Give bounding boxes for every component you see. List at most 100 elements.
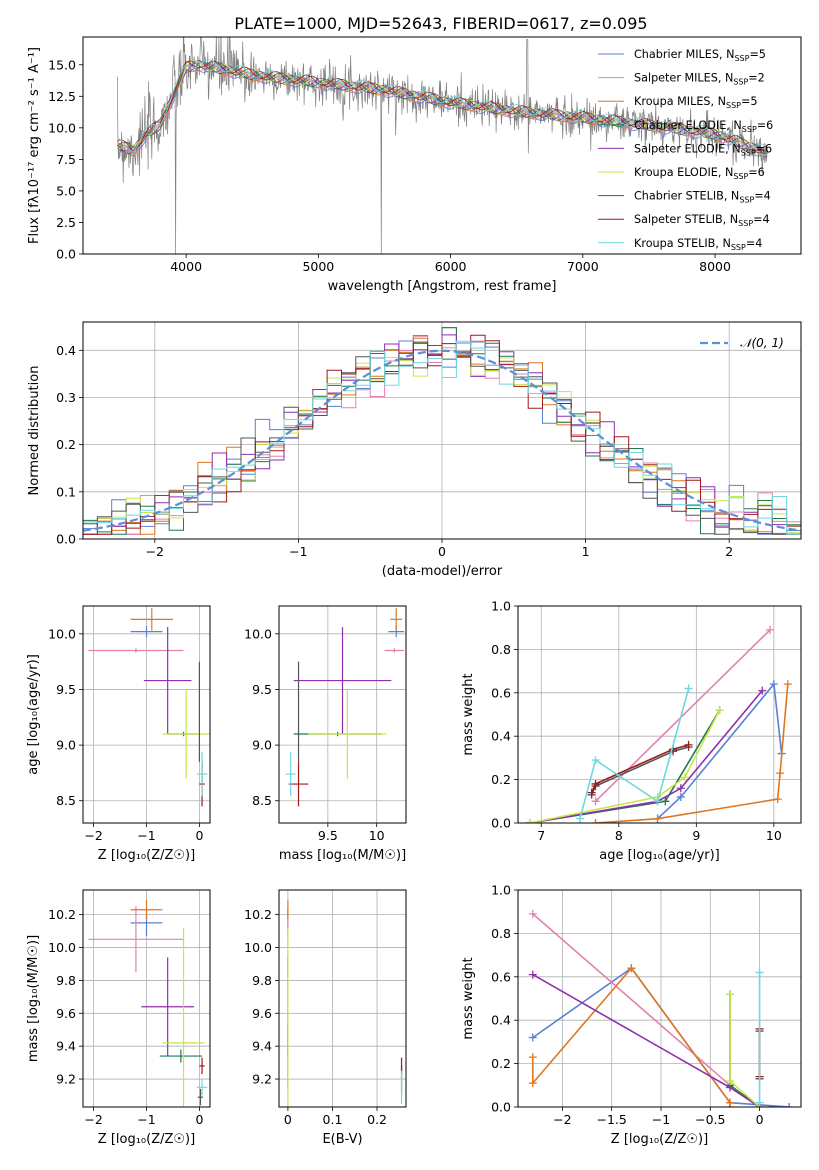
plot-area — [117, 37, 769, 254]
point-marker — [684, 684, 693, 693]
legend: 𝒩(0, 1) — [700, 336, 784, 350]
point-marker — [758, 686, 767, 695]
axes-frame — [82, 605, 211, 824]
x-axis-label: age [log₁₀(age/yr)] — [599, 848, 720, 863]
legend-entry: Salpeter STELIB, NSSP=4 — [634, 213, 770, 228]
y-tick-label: 0.1 — [56, 484, 76, 499]
series-line — [529, 690, 763, 823]
series-line — [594, 629, 771, 802]
panel-weight_vs_age: 7 8 9 10 0.0 0.2 0.4 0.6 0.8 1.0 age [log₁₀(age/yr… — [461, 599, 802, 863]
point-salpeter-elodie — [141, 957, 195, 1057]
y-tick-label: 9.8 — [252, 973, 272, 988]
y-tick-label: 1.0 — [491, 599, 511, 614]
y-tick-label: 0.0 — [56, 532, 76, 547]
x-tick-label: 10 — [369, 828, 385, 843]
point-marker — [676, 792, 685, 801]
model-line-kroupa-stelib — [117, 59, 768, 153]
x-tick-label: −2 — [553, 1112, 571, 1127]
point-marker — [587, 788, 596, 797]
y-axis-label: age [log₁₀(age/yr)] — [26, 654, 41, 775]
legend-entry: Chabrier ELODIE, NSSP=6 — [634, 119, 773, 134]
point-marker — [591, 797, 600, 806]
x-tick-label: −1 — [652, 1112, 670, 1127]
model-line-kroupa-elodie — [117, 60, 768, 156]
x-tick-label: 0 — [195, 1112, 203, 1127]
y-tick-label: 10.0 — [48, 120, 76, 135]
y-tick-label: 9.6 — [252, 1006, 272, 1021]
y-tick-label: 0.2 — [491, 1056, 511, 1071]
point-marker — [591, 819, 600, 823]
plot-area — [83, 606, 210, 823]
point-chabrier-miles — [130, 626, 163, 638]
series-salpeter-elodie — [528, 970, 764, 1107]
point-kroupa-stelib — [196, 1079, 208, 1096]
y-axis-label: Normed distribution — [27, 366, 42, 496]
point-marker — [726, 1103, 735, 1107]
y-tick-label: 0.4 — [491, 1013, 511, 1028]
y-axis-label: Flux [fλ10⁻¹⁷ erg cm⁻² s⁻¹ A⁻¹] — [27, 47, 42, 244]
x-axis-label: Z [log₁₀(Z/Z☉)] — [98, 1132, 195, 1147]
point-marker — [715, 706, 724, 715]
x-tick-label: −1 — [137, 828, 155, 843]
series-salpeter-stelib — [587, 740, 693, 797]
x-tick-label: −2 — [84, 828, 102, 843]
legend-entry: Chabrier STELIB, NSSP=4 — [634, 190, 771, 205]
series-line — [529, 709, 721, 823]
point-marker — [653, 814, 662, 823]
plot-area — [279, 606, 406, 823]
point-marker — [576, 814, 585, 823]
y-tick-label: 9.2 — [56, 1072, 76, 1087]
series-line — [579, 688, 690, 819]
x-axis-label: Z [log₁₀(Z/Z☉)] — [98, 848, 195, 863]
series-chabrier-elodie — [525, 706, 724, 823]
point-marker — [773, 795, 782, 804]
plot-area — [83, 890, 210, 1107]
panel-age_vs_Z: −2 −1 0 8.5 9.0 9.5 10.0 Z [log₁₀(Z/Z☉)] age [lo… — [26, 605, 211, 863]
series-kroupa-elodie — [726, 990, 764, 1107]
point-marker — [769, 680, 778, 689]
y-tick-label: 0.6 — [491, 969, 511, 984]
gaussian-curve — [83, 349, 801, 532]
point-marker — [653, 797, 662, 806]
x-tick-label: −0.5 — [695, 1112, 725, 1127]
panel-mass_vs_Z: −2 −1 0 9.2 9.4 9.6 9.8 10.0 10.2 Z [log₁₀(Z/Z☉)]… — [26, 889, 211, 1147]
point-marker — [684, 740, 693, 749]
point-marker — [528, 1033, 537, 1042]
x-tick-label: −1.5 — [596, 1112, 626, 1127]
y-axis-label: mass weight — [461, 673, 476, 755]
y-tick-label: 0.8 — [491, 926, 511, 941]
y-tick-label: 0.4 — [56, 343, 76, 358]
y-tick-label: 2.5 — [56, 215, 76, 230]
point-salpeter-elodie — [143, 627, 192, 734]
point-marker — [755, 1098, 764, 1107]
x-tick-label: 0.2 — [367, 1112, 387, 1127]
y-tick-label: 9.0 — [56, 738, 76, 753]
legend-entry: 𝒩(0, 1) — [740, 336, 784, 350]
y-tick-label: 9.0 — [252, 738, 272, 753]
x-tick-label: 0 — [195, 828, 203, 843]
y-tick-label: 9.6 — [56, 1006, 76, 1021]
chart-title: PLATE=1000, MJD=52643, FIBERID=0617, z=0… — [234, 14, 647, 33]
point-marker — [726, 990, 735, 999]
x-tick-label: 2 — [725, 544, 733, 559]
y-tick-label: 10.0 — [48, 626, 76, 641]
series-line — [595, 684, 789, 823]
panel-weight_vs_Z: −2 −1.5 −1 −0.5 0 0.0 0.2 0.4 0.6 0.8 1.0 Z [log₁₀(… — [461, 883, 802, 1147]
x-tick-label: 5000 — [302, 259, 334, 274]
y-tick-label: 10.2 — [244, 907, 272, 922]
x-tick-label: 0 — [438, 544, 446, 559]
x-tick-label: −1 — [137, 1112, 155, 1127]
series-kroupa-elodie — [525, 706, 724, 823]
y-tick-label: 10.2 — [48, 907, 76, 922]
y-tick-label: 0.0 — [491, 1100, 511, 1115]
point-marker — [528, 1053, 537, 1062]
model-line-chabrier-miles — [117, 64, 768, 157]
point-marker — [783, 680, 792, 689]
y-tick-label: 9.5 — [56, 682, 76, 697]
x-tick-label: 9 — [692, 828, 700, 843]
point-marker — [528, 909, 537, 918]
y-tick-label: 8.5 — [252, 793, 272, 808]
point-marker — [528, 970, 537, 979]
plot-area — [279, 890, 406, 1107]
